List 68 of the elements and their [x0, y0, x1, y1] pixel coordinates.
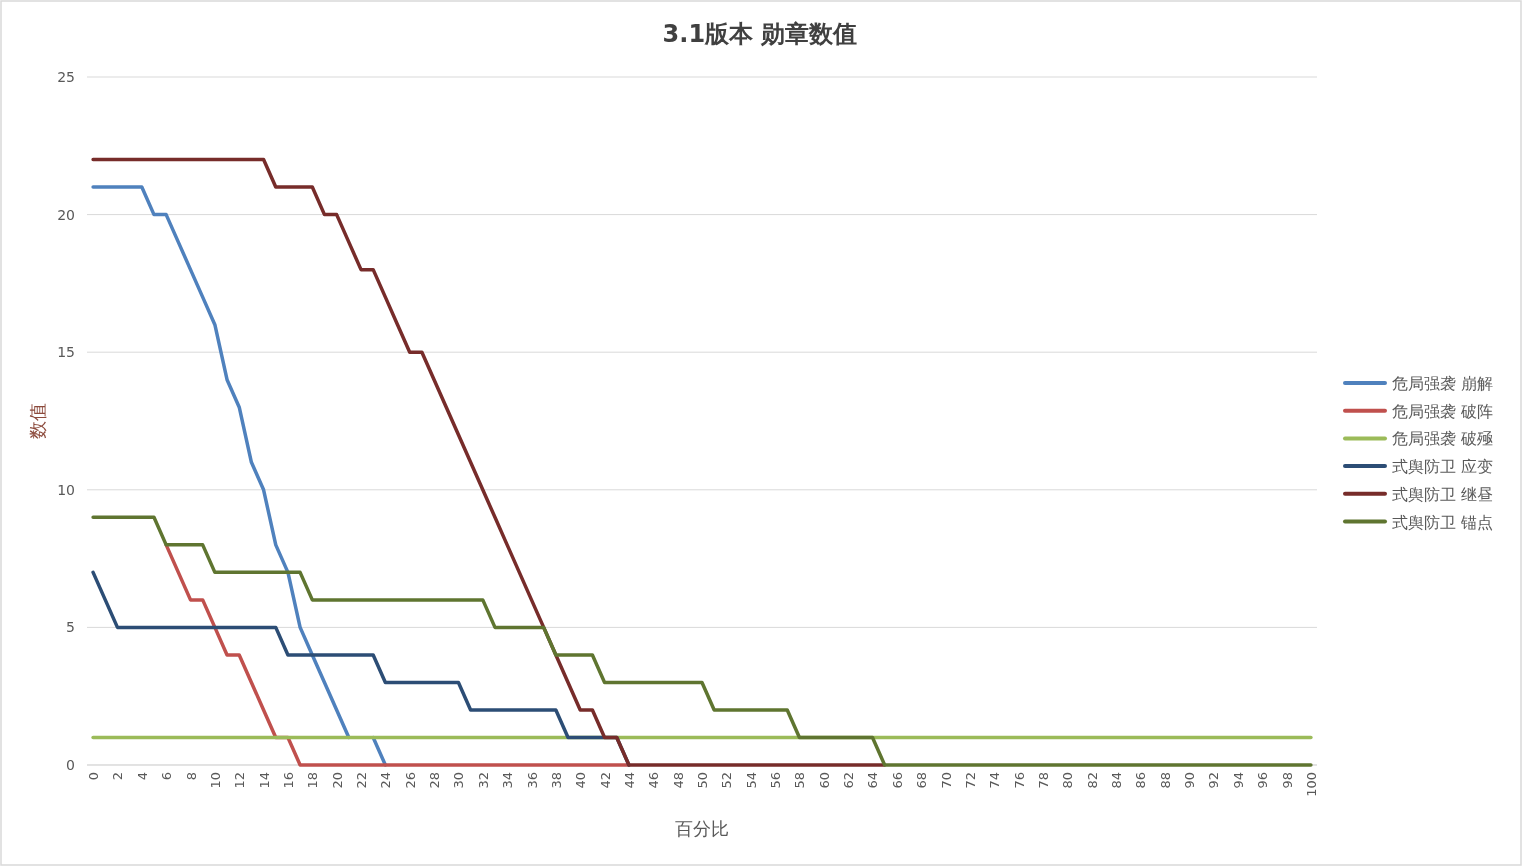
x-tick-label: 6 [159, 772, 175, 781]
x-tick-label: 0 [86, 772, 102, 781]
x-tick-label: 26 [402, 772, 418, 789]
x-tick-label: 44 [621, 772, 637, 789]
y-axis-title: 数值 [27, 403, 48, 439]
x-tick-label: 58 [792, 772, 808, 789]
y-tick-label: 20 [57, 206, 75, 223]
x-tick-label: 84 [1109, 772, 1125, 789]
x-tick-label: 62 [841, 772, 857, 789]
x-axis-title: 百分比 [675, 818, 729, 839]
x-tick-label: 92 [1206, 772, 1222, 789]
x-tick-label: 22 [354, 772, 370, 789]
x-tick-label: 10 [207, 772, 223, 789]
x-tick-label: 78 [1035, 772, 1051, 789]
x-tick-label: 56 [768, 772, 784, 789]
x-tick-label: 40 [573, 772, 589, 789]
x-tick-label: 64 [865, 772, 881, 789]
x-tick-label: 18 [305, 772, 321, 789]
x-tick-label: 2 [110, 772, 126, 781]
x-tick-label: 20 [329, 772, 345, 789]
x-tick-label: 46 [646, 772, 662, 789]
x-tick-label: 12 [232, 772, 248, 789]
x-tick-label: 50 [695, 772, 710, 789]
legend-label: 式舆防卫 应变 [1392, 457, 1494, 477]
x-tick-label: 98 [1279, 772, 1295, 789]
x-tick-label: 30 [451, 772, 467, 789]
x-tick-label: 72 [962, 772, 978, 789]
x-tick-label: 66 [889, 772, 905, 789]
legend-label: 式舆防卫 锚点 [1392, 512, 1494, 532]
x-tick-label: 94 [1230, 772, 1246, 789]
x-tick-label: 24 [378, 772, 394, 789]
x-tick-label: 54 [743, 772, 759, 789]
legend-label: 危局强袭 崩解 [1392, 374, 1494, 393]
x-tick-label: 60 [816, 772, 832, 789]
x-tick-label: 38 [548, 772, 564, 789]
y-tick-label: 10 [57, 481, 75, 498]
x-tick-label: 14 [256, 772, 272, 789]
x-tick-label: 90 [1182, 772, 1198, 789]
x-tick-label: 74 [987, 772, 1003, 789]
y-tick-label: 15 [57, 344, 75, 361]
x-tick-label: 52 [719, 772, 735, 789]
x-tick-label: 82 [1084, 772, 1100, 789]
y-tick-label: 25 [57, 69, 75, 85]
x-tick-label: 28 [427, 772, 443, 789]
x-tick-label: 86 [1133, 772, 1149, 789]
x-tick-label: 48 [670, 772, 686, 789]
legend-label: 危局强袭 破殛 [1392, 429, 1494, 449]
y-tick-label: 5 [66, 619, 75, 636]
line-series [91, 515, 1313, 767]
x-tick-label: 42 [597, 772, 613, 789]
x-tick-label: 36 [524, 772, 540, 789]
x-tick-label: 68 [914, 772, 930, 789]
x-tick-label: 4 [134, 772, 150, 781]
x-tick-label: 88 [1157, 772, 1173, 789]
x-tick-label: 8 [183, 772, 199, 781]
line-series [164, 543, 631, 767]
line-series [91, 157, 887, 767]
x-tick-label: 32 [475, 772, 491, 789]
x-tick-label: 100 [1303, 772, 1319, 797]
legend-label: 危局强袭 破阵 [1392, 401, 1494, 421]
chart-title: 3.1版本 勋章数值 [662, 20, 858, 48]
x-tick-label: 96 [1255, 772, 1271, 789]
x-tick-label: 34 [500, 772, 516, 789]
x-tick-label: 80 [1060, 772, 1076, 789]
x-tick-label: 70 [938, 772, 954, 789]
x-tick-label: 76 [1011, 772, 1027, 789]
legend-label: 式舆防卫 继昼 [1392, 484, 1494, 504]
x-tick-label: 16 [280, 772, 296, 789]
